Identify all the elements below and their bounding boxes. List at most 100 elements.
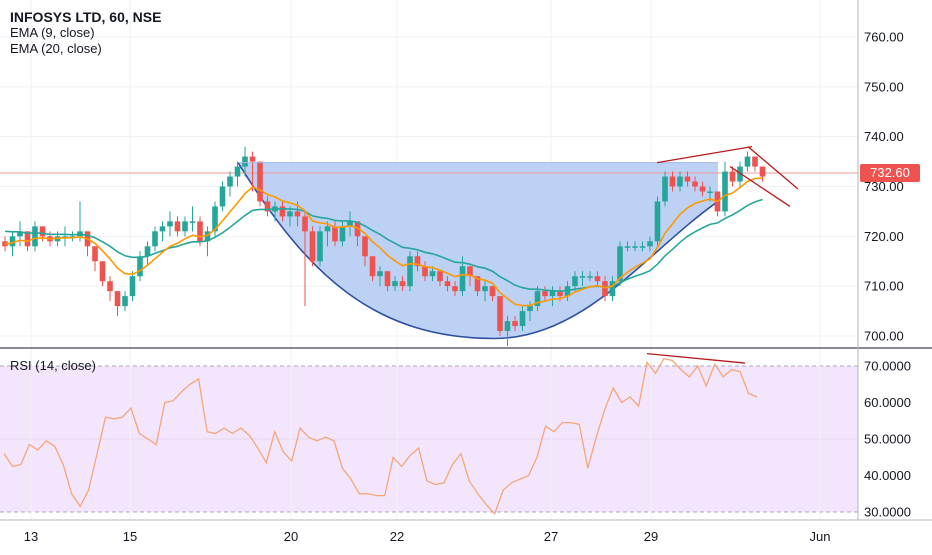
candle [489, 286, 496, 302]
candle-body [234, 166, 241, 177]
resistance-trendline[interactable] [656, 145, 753, 164]
candle [729, 166, 736, 187]
candle-body [122, 296, 128, 307]
candle-body [294, 211, 301, 217]
candle [324, 221, 331, 247]
rsi-tick-label: 30.0000 [864, 505, 911, 520]
rsi-tick-label: 60.0000 [864, 395, 911, 410]
candle-body [227, 176, 233, 187]
candle-body [39, 226, 46, 237]
candle-body [737, 166, 743, 182]
candle [17, 221, 23, 247]
candle-body [249, 156, 256, 162]
candle [579, 271, 586, 287]
candle-body [729, 171, 736, 182]
candle-body [407, 256, 413, 287]
candle-body [647, 241, 653, 247]
symbol-title[interactable]: INFOSYS LTD, 60, NSE [10, 9, 162, 25]
grid [0, 0, 858, 520]
candle [212, 201, 218, 237]
time-tick-label: 22 [390, 529, 404, 544]
candle [377, 266, 383, 287]
candle [647, 236, 653, 252]
candle-body [692, 181, 698, 187]
candle-body [609, 281, 616, 297]
rsi-line [3, 357, 758, 516]
candle-body [332, 226, 338, 242]
candle-body [444, 281, 451, 287]
ema9-line [4, 177, 763, 307]
candle [512, 316, 518, 332]
candle-body [474, 276, 481, 292]
candle-body [317, 231, 323, 262]
candle [407, 251, 413, 292]
rsi-tick-label: 50.0000 [864, 432, 911, 447]
candle-body [137, 256, 143, 277]
candle [152, 226, 158, 252]
price-tick-label: 720.00 [864, 229, 904, 244]
ema-lines [4, 177, 763, 307]
candle [504, 316, 511, 346]
price-tick-label: 760.00 [864, 30, 904, 45]
candle-body [422, 266, 428, 277]
chart-legend: INFOSYS LTD, 60, NSE EMA (9, close) EMA … [10, 9, 161, 57]
candle [129, 271, 136, 302]
candle [662, 171, 668, 207]
candle-body [467, 266, 473, 277]
candle-body [632, 246, 638, 248]
candle [759, 166, 766, 182]
candle [264, 196, 271, 217]
time-tick-label: Jun [810, 529, 831, 544]
candle [32, 221, 38, 252]
candle [632, 241, 638, 252]
candle [692, 176, 698, 192]
candle-body [617, 246, 623, 282]
candle [437, 271, 443, 287]
candle [122, 291, 128, 312]
candle-body [129, 276, 136, 297]
time-tick-label: 13 [24, 529, 38, 544]
candle [752, 156, 758, 172]
candle-body [662, 176, 668, 202]
candle [497, 296, 503, 336]
candle [339, 221, 346, 247]
candle-body [452, 286, 458, 292]
candle [527, 301, 533, 322]
ema20-legend[interactable]: EMA (20, close) [10, 41, 102, 56]
candle [467, 266, 473, 287]
candle [744, 151, 751, 172]
candle [219, 181, 226, 212]
candle [669, 171, 676, 192]
price-tick-label: 700.00 [864, 329, 904, 344]
ema9-legend[interactable]: EMA (9, close) [10, 25, 95, 40]
candle-body [594, 276, 601, 282]
candle [99, 261, 106, 287]
axes[interactable]: 760.00 750.00 740.00 730.00 720.00 710.00 700.… [24, 30, 911, 545]
candle-body [369, 256, 376, 277]
candle-body [744, 156, 751, 167]
candle-body [549, 291, 556, 297]
candle [414, 251, 421, 272]
rsi-legend[interactable]: RSI (14, close) [10, 358, 96, 373]
candle-body [654, 201, 661, 242]
candle [249, 151, 256, 192]
candle-body [174, 221, 181, 232]
candle [384, 271, 391, 292]
flag-lower-line[interactable] [729, 166, 791, 207]
candle [624, 241, 631, 252]
time-tick-label: 15 [123, 529, 137, 544]
candle-body [339, 226, 346, 242]
candle-body [669, 176, 676, 187]
candle-body [557, 291, 563, 297]
candle-body [572, 276, 578, 287]
rsi-divergence-line[interactable] [646, 352, 746, 364]
candle [474, 276, 481, 297]
candle-body [759, 166, 766, 177]
candle [257, 161, 263, 207]
flag-upper-line[interactable] [747, 146, 799, 190]
candle [639, 241, 646, 252]
candle [452, 281, 458, 297]
candle [677, 171, 683, 192]
